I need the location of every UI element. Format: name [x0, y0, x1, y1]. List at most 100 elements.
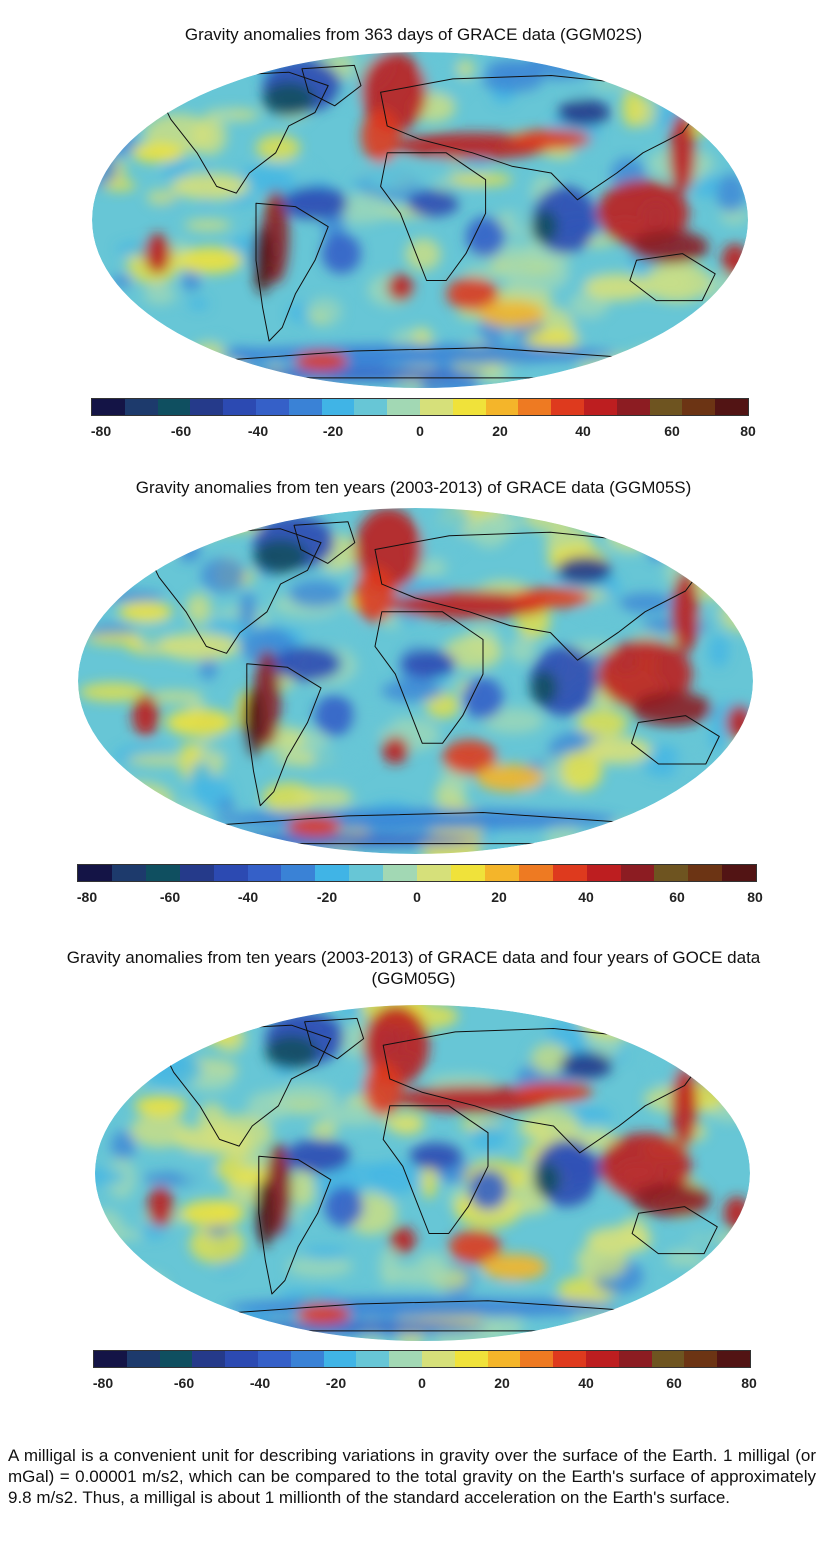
anomaly-feature	[223, 367, 486, 382]
colorbar-ticks: -80 -60 -40 -20 0 20 40 60 80	[0, 423, 827, 441]
colorbar-swatch	[179, 865, 214, 881]
anomaly-feature	[273, 646, 342, 681]
continent-outline	[374, 531, 707, 661]
anomaly-patch	[143, 285, 177, 305]
anomaly-patch	[189, 1225, 245, 1264]
colorbar-tick-label: 80	[741, 1375, 757, 1391]
anomaly-patch	[136, 1288, 160, 1320]
anomaly-patch	[381, 679, 444, 702]
colorbar-swatch	[223, 399, 256, 415]
anomaly-feature	[387, 273, 414, 301]
colorbar-swatch	[620, 865, 655, 881]
continent-outline	[246, 663, 322, 807]
anomaly-patch	[674, 1301, 731, 1326]
colorbar-tick-label: 60	[664, 423, 680, 439]
anomaly-patch	[688, 777, 751, 788]
colorbar-ticks: -80 -60 -40 -20 0 20 40 60 80	[0, 889, 827, 907]
anomaly-patch	[703, 1014, 747, 1057]
colorbar-swatch	[717, 1351, 750, 1367]
anomaly-patch	[179, 1154, 212, 1183]
anomaly-patch	[707, 1280, 728, 1298]
anomaly-patch	[286, 1255, 353, 1278]
anomaly-patch	[670, 1312, 689, 1341]
colorbar	[93, 1350, 751, 1368]
colorbar-swatch	[484, 865, 519, 881]
anomaly-feature	[180, 1199, 246, 1227]
anomaly-patch	[191, 342, 225, 364]
anomaly-patch	[364, 157, 423, 191]
continent-outline	[258, 1155, 332, 1295]
anomaly-patch	[197, 1028, 238, 1044]
anomaly-patch	[582, 52, 620, 65]
continent-outline	[255, 202, 329, 342]
colorbar	[91, 398, 749, 416]
anomaly-patch	[217, 798, 236, 812]
anomaly-patch	[716, 173, 747, 213]
anomaly-patch	[146, 189, 178, 206]
anomaly-patch	[78, 784, 138, 795]
anomaly-patch	[560, 750, 603, 791]
anomaly-patch	[416, 59, 470, 100]
anomaly-patch	[676, 56, 715, 96]
anomaly-feature	[406, 189, 460, 217]
anomaly-feature	[448, 1230, 502, 1264]
colorbar-swatch	[586, 865, 621, 881]
anomaly-patch	[577, 708, 628, 737]
anomaly-feature	[669, 112, 696, 194]
anomaly-patch	[235, 369, 283, 388]
anomaly-feature	[481, 1253, 547, 1281]
anomaly-patch	[425, 522, 465, 557]
anomaly-feature	[533, 1162, 560, 1197]
anomaly-patch	[456, 59, 475, 78]
anomaly-feature	[282, 186, 348, 220]
gravity-map	[92, 52, 748, 388]
anomaly-feature	[465, 216, 506, 257]
anomaly-feature	[560, 1052, 613, 1079]
anomaly-patch	[646, 528, 672, 562]
colorbar-swatch	[323, 1351, 357, 1367]
anomaly-patch	[645, 261, 711, 303]
anomaly-feature	[134, 1095, 187, 1116]
anomaly-feature	[723, 1196, 750, 1231]
colorbar-swatch	[485, 399, 519, 415]
anomaly-patch	[674, 745, 732, 785]
colorbar-swatch	[383, 865, 418, 881]
milligal-footnote: A milligal is a convenient unit for desc…	[8, 1446, 816, 1507]
anomaly-patch	[100, 359, 141, 383]
anomaly-feature	[177, 246, 243, 274]
anomaly-feature	[586, 1226, 652, 1254]
anomaly-patch	[566, 60, 589, 102]
anomaly-patch	[110, 275, 133, 288]
anomaly-patch	[95, 1077, 143, 1090]
colorbar-swatch	[213, 865, 248, 881]
anomaly-feature	[213, 809, 618, 830]
colorbar-tick-label: -20	[316, 889, 338, 905]
anomaly-patch	[412, 327, 432, 349]
anomaly-feature	[446, 277, 499, 311]
anomaly-feature	[354, 566, 396, 623]
anomaly-patch	[147, 690, 203, 703]
anomaly-feature	[597, 639, 693, 709]
colorbar-swatch	[124, 399, 158, 415]
anomaly-feature	[131, 142, 184, 163]
colorbar-swatch	[450, 865, 485, 881]
anomaly-feature	[510, 587, 591, 609]
anomaly-feature	[324, 1186, 364, 1227]
anomaly-patch	[163, 803, 207, 838]
colorbar-swatch	[454, 1351, 488, 1367]
anomaly-feature	[597, 179, 689, 247]
anomaly-patch	[694, 794, 714, 833]
anomaly-patch	[102, 179, 137, 192]
anomaly-patch	[109, 781, 174, 819]
anomaly-feature	[530, 670, 558, 706]
anomaly-feature	[118, 601, 173, 623]
anomaly-patch	[181, 268, 201, 292]
colorbar-swatch	[349, 865, 384, 881]
anomaly-patch	[177, 537, 201, 563]
anomaly-feature	[402, 649, 456, 678]
colorbar	[77, 864, 757, 882]
colorbar-tick-label: 20	[491, 889, 507, 905]
continent-outline	[293, 521, 356, 564]
anomaly-feature	[284, 1139, 351, 1173]
anomaly-feature	[159, 632, 240, 661]
